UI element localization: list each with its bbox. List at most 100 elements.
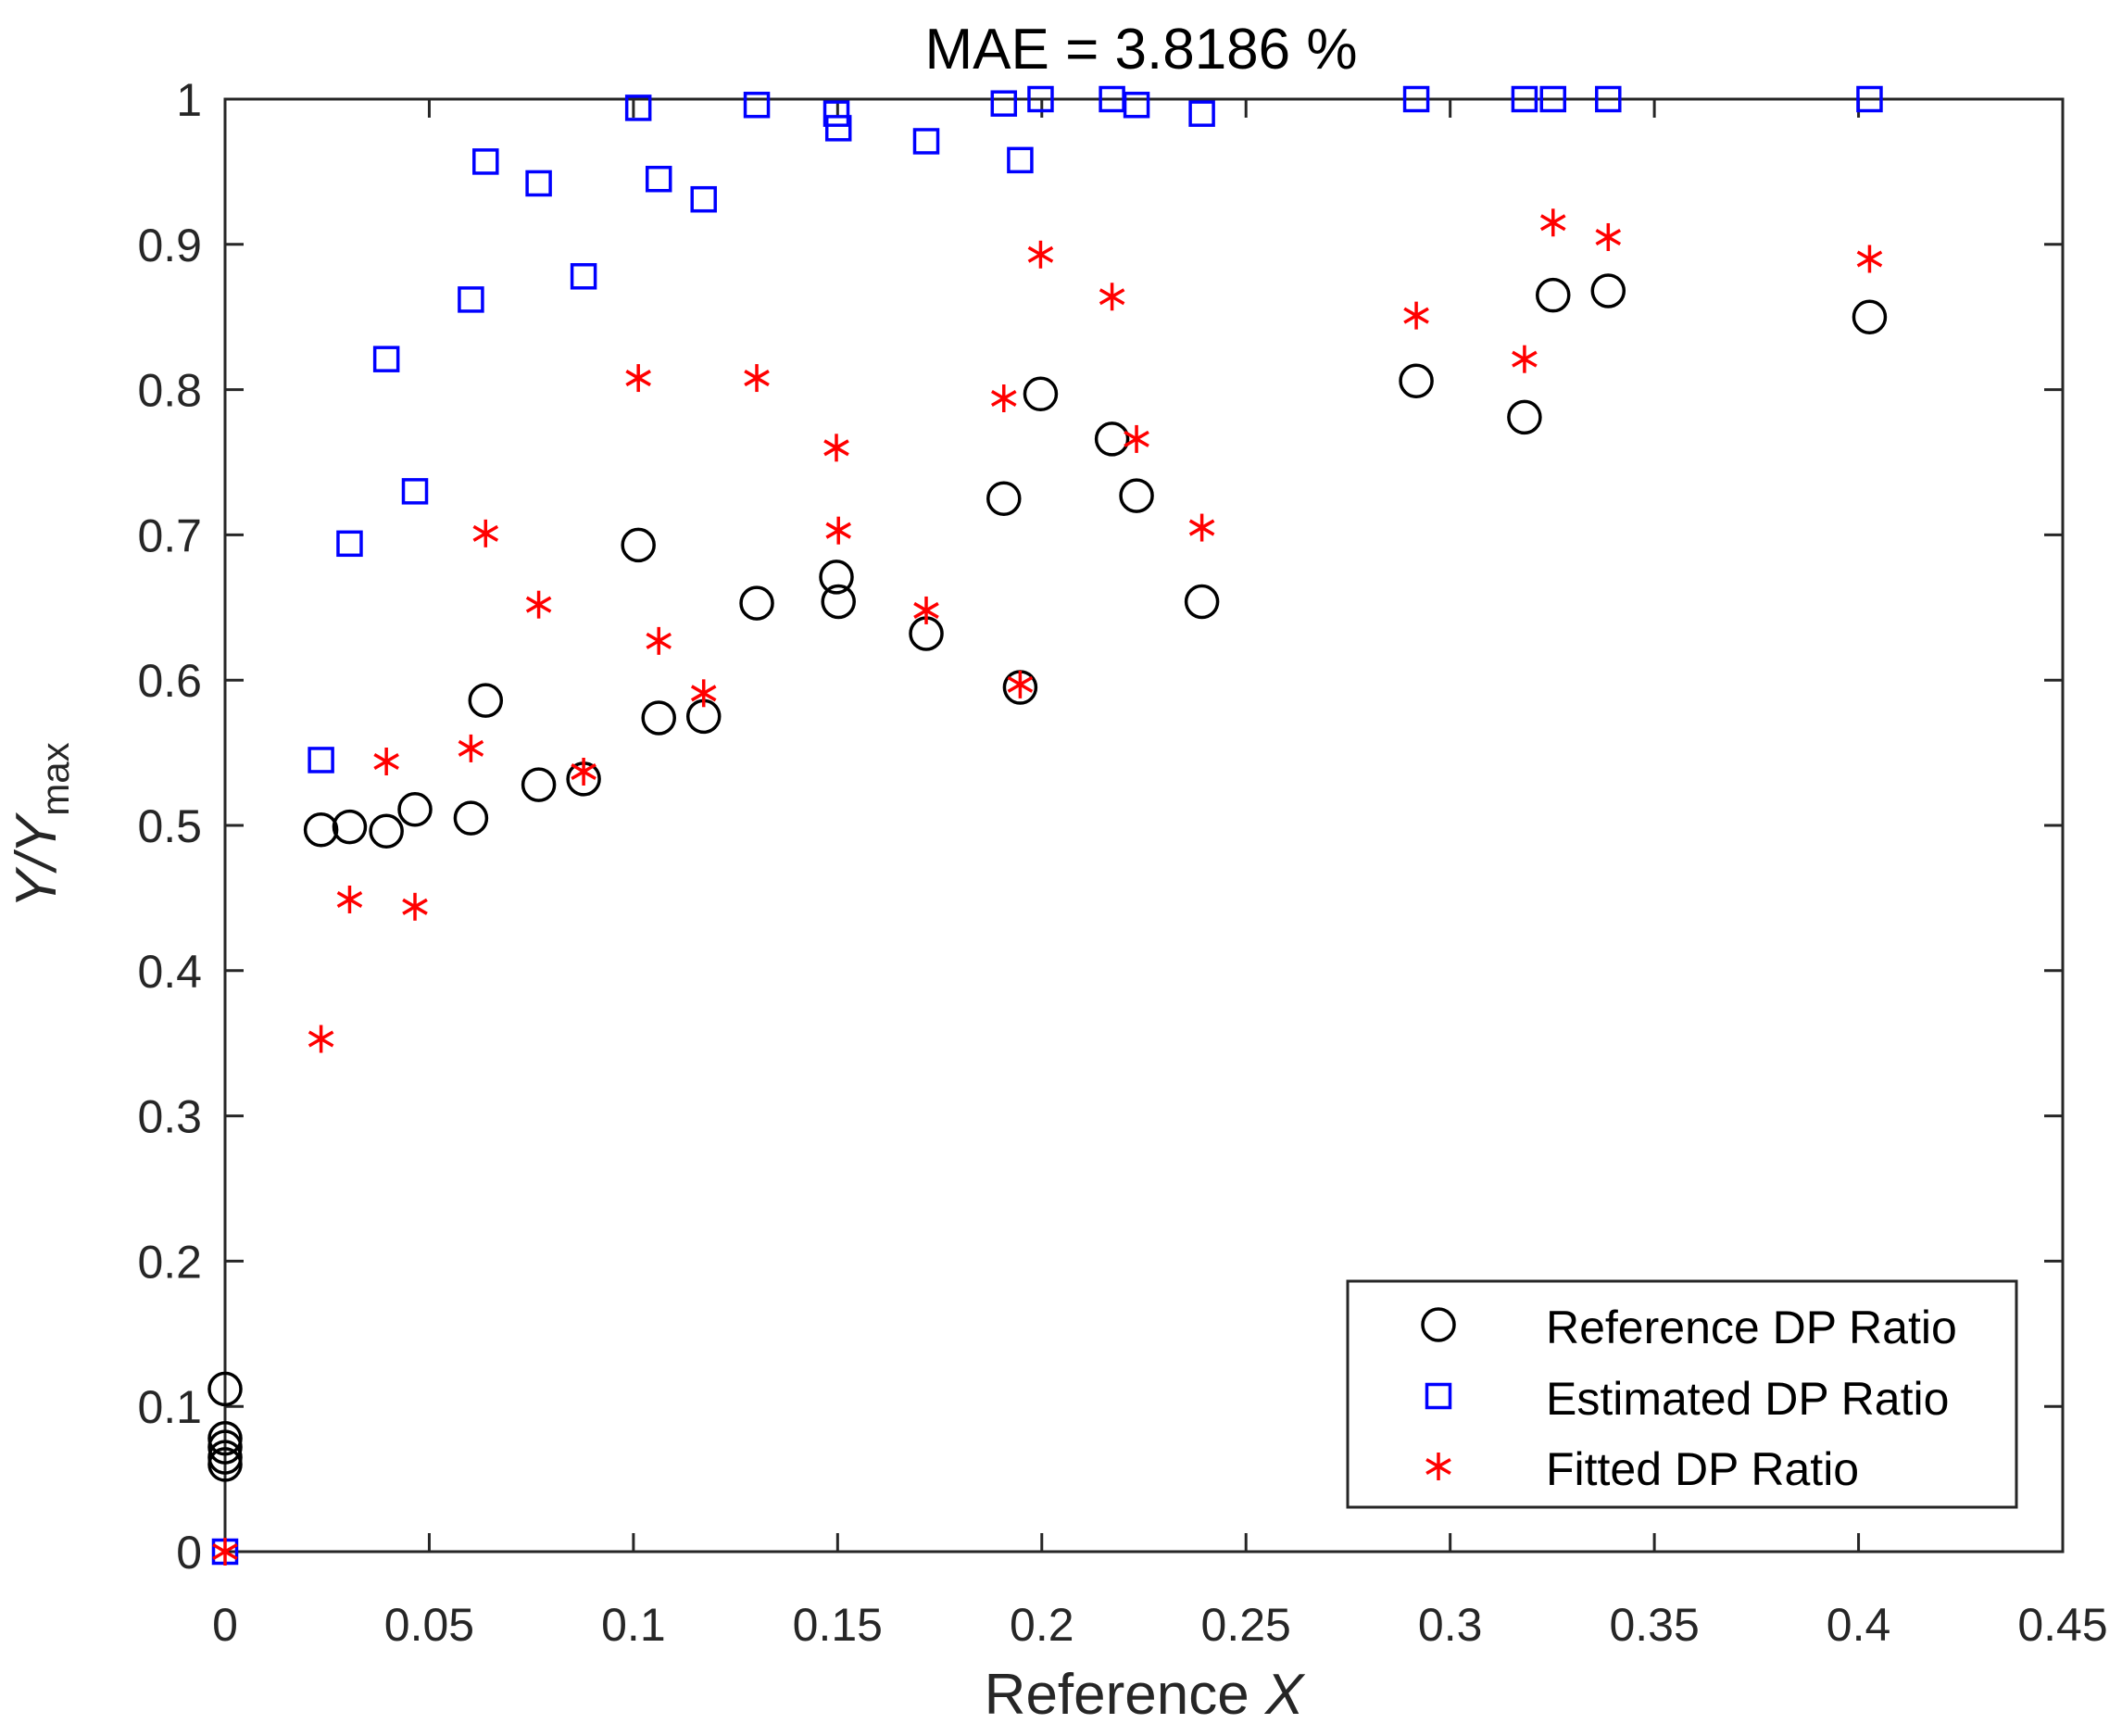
reference-point bbox=[521, 767, 557, 802]
x-tick-label: 0.05 bbox=[384, 1599, 474, 1651]
estimated-point bbox=[472, 148, 499, 175]
x-axis-label-prefix: Reference bbox=[985, 1663, 1265, 1727]
estimated-point bbox=[1539, 85, 1567, 113]
fitted-point bbox=[825, 516, 851, 545]
reference-point bbox=[397, 792, 433, 827]
legend-label-reference: Reference DP Ratio bbox=[1546, 1302, 1957, 1353]
y-tick-label: 1 bbox=[176, 74, 202, 126]
estimated-point bbox=[1123, 92, 1150, 119]
fitted-point bbox=[646, 626, 672, 655]
estimated-point bbox=[308, 747, 334, 774]
x-tick-label: 0.45 bbox=[2017, 1599, 2107, 1651]
reference-point bbox=[621, 527, 656, 563]
x-tick-label: 0.25 bbox=[1201, 1599, 1291, 1651]
fitted-point bbox=[458, 734, 484, 762]
estimated-point bbox=[743, 92, 771, 119]
series-fitted bbox=[212, 208, 1883, 1566]
fitted-point bbox=[690, 679, 717, 708]
y-tick-label: 0.8 bbox=[137, 365, 202, 417]
reference-point bbox=[821, 584, 856, 620]
estimated-point bbox=[525, 170, 552, 197]
estimated-point bbox=[1856, 85, 1883, 113]
reference-point bbox=[468, 683, 504, 718]
legend-symbol bbox=[1425, 1453, 1451, 1480]
legend-marker-reference bbox=[1421, 1307, 1456, 1342]
y-tick-label: 0.9 bbox=[137, 220, 202, 271]
estimated-point bbox=[401, 478, 429, 505]
estimated-point bbox=[1511, 85, 1538, 113]
x-tick-label: 0 bbox=[212, 1599, 238, 1651]
y-tick-label: 0.5 bbox=[137, 800, 202, 852]
estimated-point bbox=[458, 286, 484, 313]
fitted-point bbox=[571, 757, 596, 786]
fitted-point bbox=[1512, 345, 1538, 373]
reference-point bbox=[1119, 478, 1154, 513]
x-axis-label-variable: X bbox=[1263, 1663, 1306, 1727]
reference-point bbox=[207, 1371, 243, 1407]
x-tick-label: 0.15 bbox=[793, 1599, 883, 1651]
fitted-point bbox=[1027, 240, 1054, 269]
y-axis: 0 0.1 0.2 0.3 0.4 0.5 0.6 0.7 0.8 0.9 1 bbox=[137, 74, 2063, 1579]
reference-point bbox=[1399, 363, 1434, 398]
estimated-point bbox=[1402, 85, 1430, 113]
estimated-point bbox=[1027, 85, 1054, 113]
reference-point bbox=[207, 1420, 243, 1456]
fitted-point bbox=[1007, 670, 1034, 698]
reference-point bbox=[369, 813, 404, 849]
reference-point bbox=[1094, 421, 1130, 457]
fitted-point bbox=[212, 1538, 238, 1566]
reference-point bbox=[1184, 584, 1220, 620]
estimated-point bbox=[1007, 146, 1034, 174]
y-axis-label-main: Y/Y bbox=[5, 811, 69, 909]
fitted-point bbox=[525, 590, 552, 619]
estimated-point bbox=[690, 185, 717, 213]
estimated-point bbox=[1188, 100, 1215, 127]
fitted-point bbox=[402, 892, 428, 921]
legend-marker-estimated bbox=[1425, 1382, 1452, 1410]
fitted-point bbox=[744, 364, 770, 393]
fitted-point bbox=[373, 748, 399, 776]
estimated-point bbox=[336, 530, 363, 558]
reference-point bbox=[303, 811, 339, 848]
estimated-point bbox=[1595, 85, 1622, 113]
x-tick-label: 0.35 bbox=[1609, 1599, 1699, 1651]
y-tick-label: 0 bbox=[176, 1527, 202, 1579]
reference-point bbox=[1590, 273, 1626, 308]
estimated-point bbox=[624, 94, 652, 121]
chart-title: MAE = 3.8186 % bbox=[925, 18, 1358, 82]
legend-label-fitted: Fitted DP Ratio bbox=[1546, 1443, 1859, 1495]
y-tick-label: 0.3 bbox=[137, 1091, 202, 1143]
reference-point bbox=[207, 1447, 243, 1482]
reference-point bbox=[1023, 376, 1059, 412]
x-tick-label: 0.3 bbox=[1418, 1599, 1483, 1651]
legend: Reference DP Ratio Estimated DP Ratio Fi… bbox=[1346, 1279, 2018, 1509]
fitted-point bbox=[823, 434, 849, 462]
legend-box bbox=[1346, 1279, 2018, 1509]
estimated-point bbox=[822, 100, 850, 127]
reference-point bbox=[986, 481, 1022, 516]
fitted-point bbox=[625, 364, 651, 393]
estimated-point bbox=[372, 346, 400, 372]
legend-label-estimated: Estimated DP Ratio bbox=[1546, 1373, 1949, 1425]
data-markers bbox=[207, 85, 1888, 1566]
legend-symbol bbox=[1421, 1307, 1456, 1342]
reference-point bbox=[207, 1429, 243, 1465]
fitted-point bbox=[1124, 424, 1149, 453]
fitted-point bbox=[336, 885, 363, 913]
estimated-point bbox=[570, 263, 597, 290]
reference-point bbox=[819, 560, 854, 595]
y-tick-label: 0.7 bbox=[137, 509, 202, 561]
reference-point bbox=[453, 800, 489, 836]
reference-point bbox=[1507, 399, 1542, 435]
fitted-point bbox=[1188, 513, 1215, 542]
legend-symbol bbox=[1425, 1382, 1452, 1410]
fitted-point bbox=[1099, 283, 1125, 311]
y-axis-label: Y/Ymax bbox=[5, 742, 77, 908]
reference-point bbox=[332, 809, 368, 845]
fitted-point bbox=[1539, 208, 1566, 237]
y-tick-label: 0.2 bbox=[137, 1236, 202, 1288]
x-axis-label: Reference X bbox=[985, 1663, 1306, 1727]
fitted-point bbox=[1856, 245, 1883, 273]
reference-point bbox=[739, 585, 774, 621]
